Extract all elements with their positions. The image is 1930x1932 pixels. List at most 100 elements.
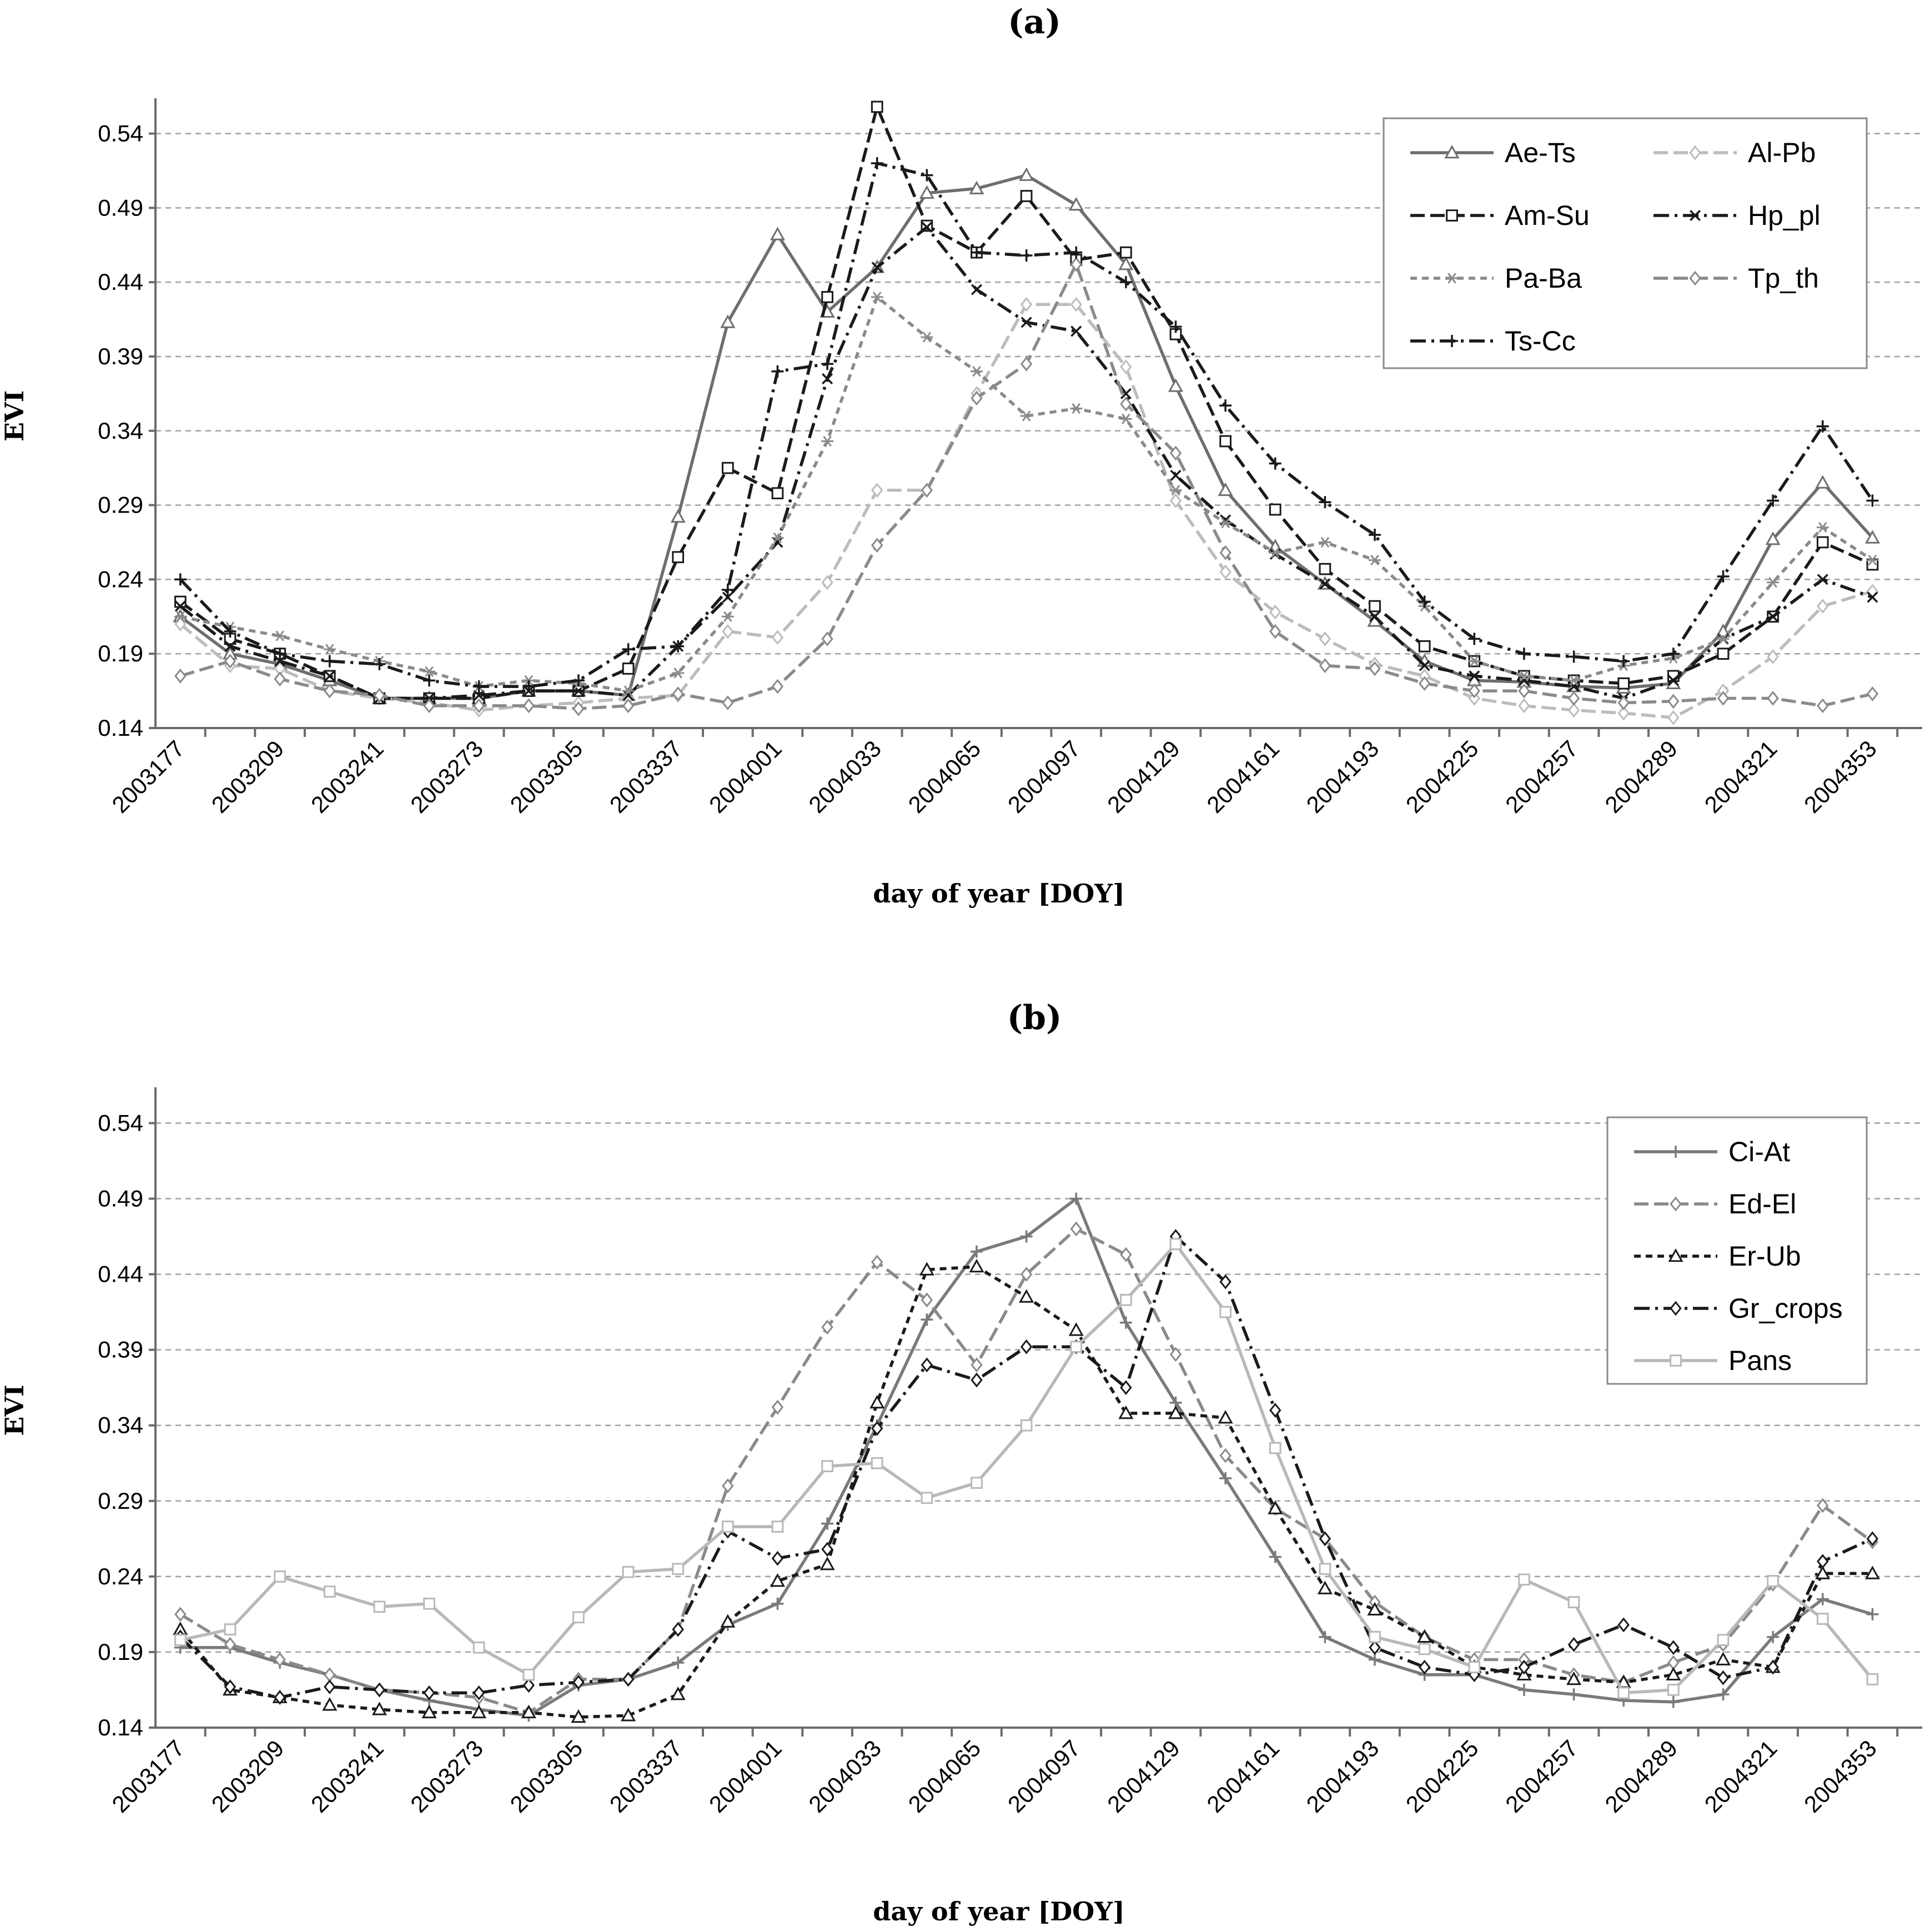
- data-point: [1419, 660, 1430, 671]
- series-pans: [174, 1238, 1879, 1699]
- data-point: [1070, 246, 1083, 259]
- data-point: [1667, 675, 1679, 686]
- data-point: [423, 698, 435, 714]
- y-tick-label: 0.49: [98, 194, 143, 220]
- data-point: [1219, 1306, 1232, 1318]
- y-tick-label: 0.44: [98, 1261, 143, 1287]
- data-point: [323, 683, 336, 699]
- x-tick-label: 2004257: [1500, 1735, 1583, 1818]
- data-point: [970, 366, 983, 377]
- data-point: [722, 624, 734, 639]
- data-point: [821, 1542, 833, 1557]
- series-ci-at: [174, 1192, 1879, 1722]
- legend-marker: [1670, 1196, 1682, 1212]
- data-point: [1118, 256, 1134, 270]
- data-point: [1567, 1637, 1580, 1652]
- y-tick-label: 0.39: [98, 343, 143, 369]
- legend-marker: [1444, 144, 1460, 159]
- x-axis-title: day of year [DOY]: [873, 1896, 1125, 1926]
- data-point: [274, 671, 286, 687]
- data-point: [572, 1611, 585, 1624]
- data-point: [572, 1674, 585, 1690]
- data-point: [423, 666, 435, 677]
- data-point: [423, 674, 435, 687]
- data-point: [1319, 563, 1331, 575]
- data-point: [771, 1399, 784, 1415]
- data-point: [720, 314, 736, 328]
- data-point: [274, 648, 287, 660]
- data-point: [1269, 624, 1281, 639]
- data-point: [969, 180, 984, 194]
- x-tick-label: 2004033: [803, 735, 886, 818]
- y-tick-label: 0.54: [98, 121, 143, 147]
- data-point: [672, 1622, 684, 1637]
- data-point: [571, 1709, 586, 1723]
- data-point: [771, 532, 784, 544]
- data-point: [1815, 1565, 1831, 1579]
- data-point: [1319, 1531, 1331, 1547]
- data-point: [1219, 435, 1232, 448]
- legend-item: Pans: [1634, 1345, 1792, 1376]
- legend-marker: [1668, 1248, 1683, 1262]
- data-point: [970, 246, 983, 259]
- data-point: [822, 373, 833, 385]
- data-point: [224, 1679, 237, 1694]
- x-tick-label: 2004225: [1401, 1735, 1484, 1818]
- y-tick-label: 0.29: [98, 1488, 143, 1514]
- data-point: [174, 600, 186, 612]
- data-point: [1866, 1673, 1879, 1685]
- data-point: [1218, 1410, 1233, 1424]
- data-point: [1319, 1630, 1331, 1643]
- data-point: [969, 1258, 984, 1273]
- data-point: [1518, 1573, 1530, 1586]
- data-point: [1765, 531, 1781, 545]
- data-point: [1617, 695, 1630, 710]
- data-point: [1717, 1688, 1730, 1701]
- series-line: [180, 295, 1873, 692]
- data-point: [1218, 482, 1233, 496]
- data-point: [522, 680, 535, 693]
- series-hp-pl: [174, 222, 1878, 704]
- data-point: [521, 1704, 536, 1719]
- data-point: [1168, 378, 1184, 392]
- data-point: [771, 630, 784, 645]
- data-point: [323, 1585, 336, 1598]
- data-point: [373, 688, 386, 703]
- data-point: [622, 698, 635, 714]
- data-point: [672, 1656, 685, 1669]
- data-point: [921, 1492, 933, 1504]
- data-point: [1717, 633, 1730, 645]
- y-tick-label: 0.34: [98, 418, 143, 444]
- data-point: [722, 695, 734, 710]
- data-point: [224, 1637, 237, 1652]
- legend: Ci-At Ed-El Er-Ub Gr_crops Pans: [1606, 1116, 1868, 1385]
- data-point: [1666, 1667, 1681, 1681]
- data-point: [871, 538, 883, 553]
- legend-marker: [1670, 1301, 1682, 1316]
- data-point: [1816, 1613, 1829, 1625]
- data-point: [1667, 648, 1680, 660]
- legend-marker: [1446, 335, 1458, 347]
- y-axis-title: EVI: [0, 390, 29, 441]
- series-gr-crops: [174, 1229, 1879, 1705]
- x-tick-label: 2004033: [803, 1735, 886, 1818]
- data-point: [473, 1641, 485, 1654]
- data-point: [1070, 1341, 1083, 1353]
- data-point: [1269, 1550, 1281, 1563]
- data-point: [721, 611, 734, 622]
- data-point: [1219, 545, 1232, 560]
- data-point: [1118, 1405, 1134, 1419]
- y-tick-label: 0.14: [98, 1714, 143, 1740]
- legend-item: Am-Su: [1410, 200, 1590, 231]
- data-point: [1020, 1339, 1033, 1354]
- y-tick-label: 0.14: [98, 715, 143, 741]
- data-point: [1020, 249, 1033, 262]
- data-point: [1767, 1659, 1779, 1675]
- data-point: [820, 1556, 835, 1570]
- legend-label: Hp_pl: [1748, 200, 1821, 231]
- data-point: [423, 1597, 435, 1610]
- data-point: [1119, 1316, 1132, 1329]
- data-point: [1866, 554, 1879, 566]
- data-point: [1269, 457, 1281, 470]
- data-point: [1817, 1498, 1829, 1513]
